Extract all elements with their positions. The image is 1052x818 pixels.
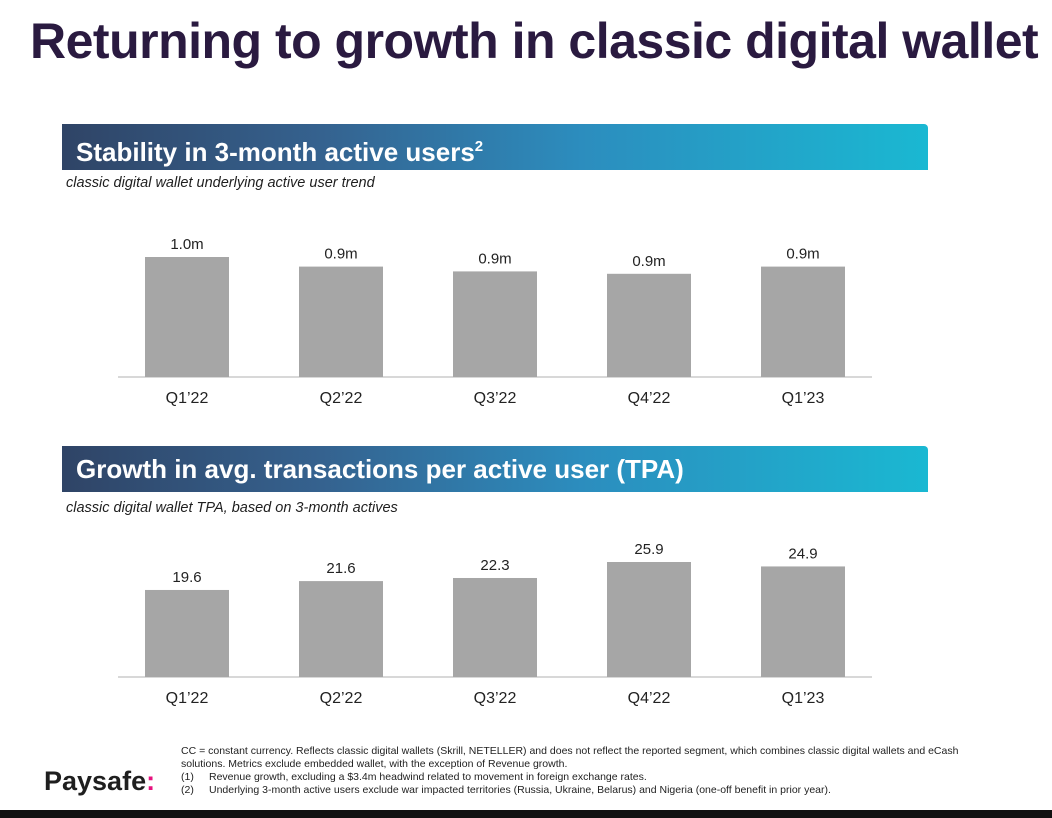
data-label: 25.9 — [634, 541, 663, 558]
x-tick-label: Q4’22 — [628, 690, 671, 707]
footnote-text: Underlying 3-month active users exclude … — [209, 784, 831, 796]
bar — [145, 589, 229, 677]
footnote-cc: CC = constant currency. Reflects classic… — [181, 745, 959, 770]
data-label: 0.9m — [324, 246, 357, 263]
bar — [145, 257, 229, 377]
data-label: 0.9m — [632, 253, 665, 270]
bar — [761, 566, 845, 677]
slide-bottom-edge — [0, 810, 1052, 818]
footnote-1: (1) Revenue growth, excluding a $3.4m he… — [181, 771, 981, 784]
x-tick-label: Q3’22 — [474, 390, 517, 407]
footnote-number: (1) — [181, 771, 194, 783]
brand-accent: : — [146, 766, 156, 796]
x-tick-label: Q1’23 — [782, 690, 825, 707]
section-subtitle: classic digital wallet underlying active… — [66, 175, 375, 191]
bar — [299, 266, 383, 377]
x-tick-label: Q2’22 — [320, 690, 363, 707]
footnote-marker: 2 — [474, 138, 484, 155]
data-label: 21.6 — [326, 560, 355, 577]
tpa-chart: 19.6 Q1’22 21.6 Q2’22 22.3 Q3’22 25.9 Q4’22 24.9… — [110, 530, 880, 716]
x-tick-label: Q1’23 — [782, 390, 825, 407]
x-tick-label: Q4’22 — [628, 390, 671, 407]
data-label: 1.0m — [170, 236, 203, 253]
section-banner-active-users: Stability in 3-month active users2 — [62, 124, 928, 170]
footnote-2: (2) Underlying 3-month active users excl… — [181, 784, 981, 797]
section-banner-tpa: Growth in avg. transactions per active u… — [62, 446, 928, 492]
x-tick-label: Q1’22 — [166, 390, 209, 407]
bar — [607, 562, 691, 677]
section-heading: Stability in 3-month active users — [76, 137, 475, 167]
data-label: 22.3 — [480, 557, 509, 574]
paysafe-logo: Paysafe: — [44, 766, 155, 797]
bar — [607, 273, 691, 377]
tpa-bar-chart: 19.6 Q1’22 21.6 Q2’22 22.3 Q3’22 25.9 Q4’22 24.9… — [118, 541, 872, 707]
footnotes: CC = constant currency. Reflects classic… — [181, 745, 981, 797]
footnote-text: Revenue growth, excluding a $3.4m headwi… — [209, 771, 647, 783]
x-tick-label: Q3’22 — [474, 690, 517, 707]
brand-name: Paysafe — [44, 766, 147, 796]
x-tick-label: Q1’22 — [166, 690, 209, 707]
section-heading: Growth in avg. transactions per active u… — [76, 454, 684, 484]
footnote-number: (2) — [181, 784, 194, 796]
active-users-bar-chart: 1.0m Q1’22 0.9m Q2’22 0.9m Q3’22 0.9m Q4’22 0.9m… — [118, 236, 872, 407]
x-tick-label: Q2’22 — [320, 390, 363, 407]
page-title: Returning to growth in classic digital w… — [30, 13, 1039, 69]
active-users-chart: 1.0m Q1’22 0.9m Q2’22 0.9m Q3’22 0.9m Q4’22 0.9m… — [110, 226, 880, 416]
data-label: 0.9m — [478, 250, 511, 267]
data-label: 24.9 — [788, 545, 817, 562]
bar — [299, 581, 383, 677]
bar — [761, 266, 845, 377]
bar — [453, 577, 537, 677]
data-label: 19.6 — [172, 569, 201, 586]
data-label: 0.9m — [786, 246, 819, 263]
bar — [453, 271, 537, 377]
section-subtitle: classic digital wallet TPA, based on 3-m… — [66, 500, 398, 516]
